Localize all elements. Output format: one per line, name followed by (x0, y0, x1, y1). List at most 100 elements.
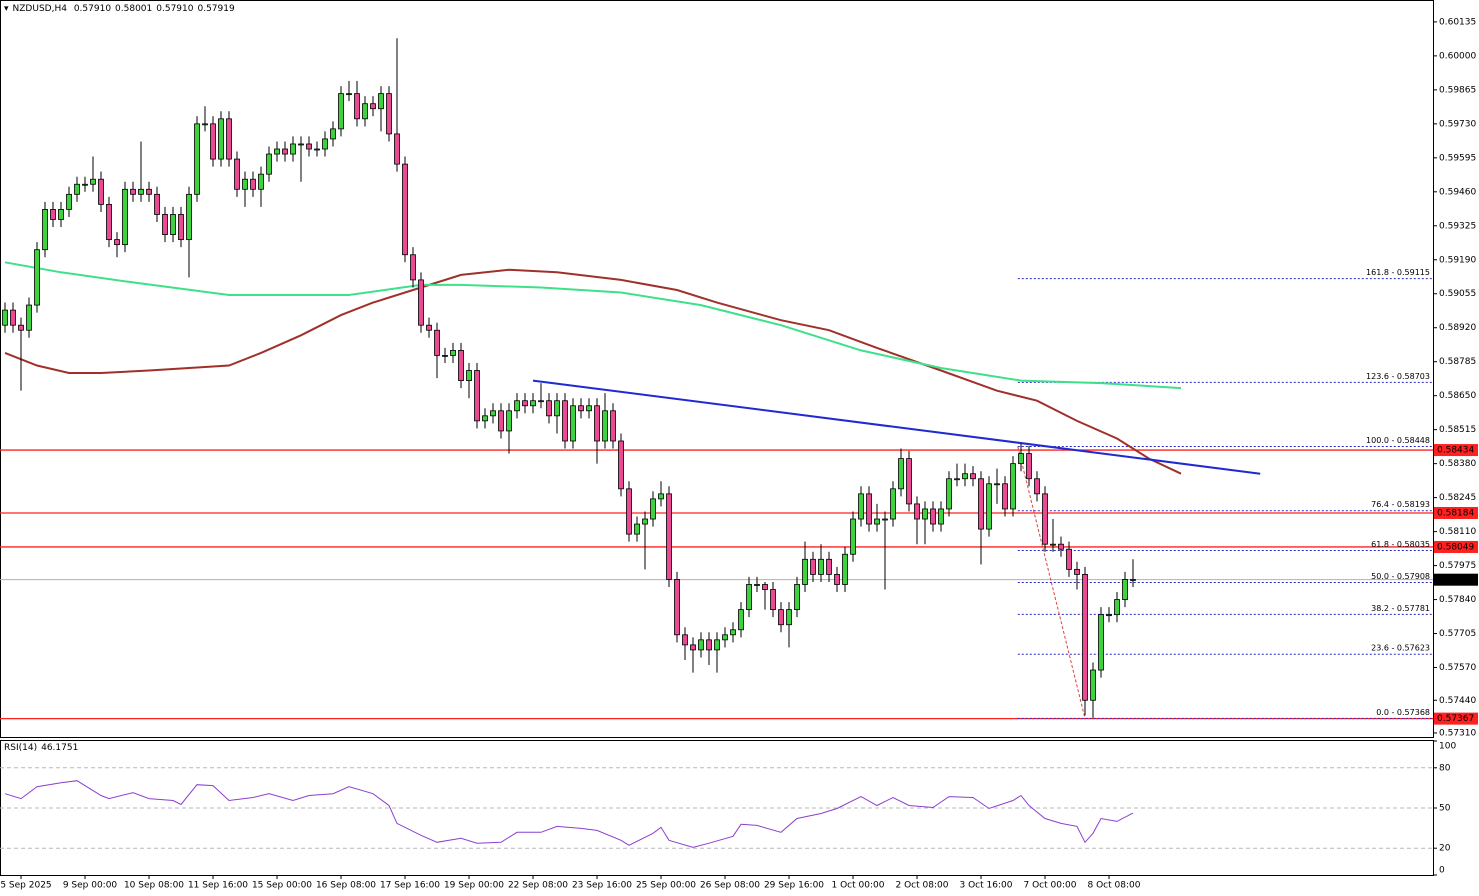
x-tick-label: 26 Sep 08:00 (700, 881, 760, 891)
candle-body (882, 518, 888, 521)
y-tick-label: 0.58515 (1439, 425, 1476, 435)
candle-body (34, 249, 40, 306)
candle-body (850, 518, 856, 555)
level-tag (1434, 540, 1478, 553)
candle-body (242, 178, 248, 190)
candle-body (834, 573, 840, 585)
candle-body (938, 508, 944, 525)
y-tick-label: 0.57975 (1439, 561, 1476, 571)
candle-body (610, 410, 616, 442)
candle-body (98, 178, 104, 205)
candle-body (690, 644, 696, 651)
candle-body (418, 279, 424, 326)
candle-body (202, 123, 208, 126)
candle-body (266, 153, 272, 175)
candle-body (1026, 453, 1032, 480)
ohlc-high: 0.58001 (115, 4, 153, 14)
candle-body (906, 458, 912, 505)
candle-body (362, 103, 368, 120)
x-tick-label: 16 Sep 08:00 (316, 881, 376, 891)
candle-body (506, 410, 512, 432)
candle-body (594, 405, 600, 442)
candle-body (490, 410, 496, 417)
candle-body (170, 214, 176, 235)
candle-body (186, 193, 192, 241)
candle-body (450, 349, 456, 356)
candle-body (770, 589, 776, 611)
candle-body (762, 584, 768, 590)
candle-body (866, 493, 872, 525)
candle-body (522, 400, 528, 407)
candle-body (954, 478, 960, 481)
candle-body (786, 609, 792, 626)
candle-body (674, 579, 680, 636)
candle-body (554, 400, 560, 417)
candle-body (338, 93, 344, 130)
candle-body (1122, 579, 1128, 600)
candle-body (946, 478, 952, 510)
candle-body (498, 410, 504, 432)
rsi-value: 46.1751 (41, 743, 79, 753)
candle-body (466, 370, 472, 381)
level-tag (1434, 506, 1478, 519)
candle-body (82, 183, 88, 186)
candle-body (546, 400, 552, 417)
candle-body (738, 609, 744, 631)
overlay-line (4, 268, 1182, 475)
y-tick-label: 20 (1439, 844, 1451, 854)
x-tick-label: 19 Sep 00:00 (444, 881, 504, 891)
candle-body (698, 639, 704, 651)
candle-body (890, 488, 896, 520)
level-tag (1434, 712, 1478, 725)
candle-body (402, 163, 408, 256)
candle-body (1074, 568, 1080, 575)
candle-body (1130, 579, 1136, 581)
candle-body (370, 103, 376, 110)
y-tick-label: 0.58380 (1439, 459, 1476, 469)
candle-body (394, 133, 400, 165)
candle-body (314, 148, 320, 151)
candle-body (1010, 463, 1016, 510)
candle-body (706, 639, 712, 651)
candle-body (42, 209, 48, 251)
candle-body (130, 188, 136, 195)
candle-body (810, 558, 816, 575)
x-tick-label: 9 Sep 00:00 (63, 881, 118, 891)
y-tick-label: 0.58110 (1439, 527, 1476, 537)
candle-body (570, 405, 576, 442)
candle-body (194, 123, 200, 195)
x-tick-label: 1 Oct 00:00 (832, 881, 885, 891)
candle-body (722, 634, 728, 641)
candle-body (778, 609, 784, 626)
y-tick-label: 80 (1439, 763, 1451, 773)
candle-body (994, 483, 1000, 486)
fib-label: 38.2 - 0.57781 (1371, 604, 1430, 613)
candle-body (218, 118, 224, 160)
y-tick-label: 0.57310 (1439, 728, 1476, 738)
candle-body (530, 400, 536, 407)
overlay-line (532, 379, 1261, 475)
candle-body (986, 483, 992, 530)
y-tick-label: 0.59325 (1439, 221, 1476, 231)
candle-body (442, 355, 448, 357)
candle-body (138, 188, 144, 195)
x-tick-label: 15 Sep 00:00 (252, 881, 312, 891)
x-tick-label: 5 Sep 2025 (0, 881, 51, 891)
candle-body (650, 498, 656, 520)
y-tick-label: 0.58920 (1439, 323, 1476, 333)
candle-body (474, 370, 480, 422)
level-tag-label: 0.58049 (1437, 542, 1474, 552)
x-tick-label: 23 Sep 16:00 (572, 881, 632, 891)
ohlc-close: 0.57919 (197, 4, 235, 14)
symbol: NZDUSD,H4 (12, 4, 67, 14)
y-tick-label: 0.59055 (1439, 289, 1476, 299)
x-tick-label: 2 Oct 08:00 (896, 881, 949, 891)
candle-body (802, 558, 808, 585)
y-tick-label: 0.58245 (1439, 493, 1476, 503)
y-tick-label: 0.58650 (1439, 391, 1476, 401)
candle-body (162, 214, 168, 235)
candle-body (226, 118, 232, 160)
candle-body (66, 193, 72, 210)
candle-body (1106, 614, 1112, 617)
